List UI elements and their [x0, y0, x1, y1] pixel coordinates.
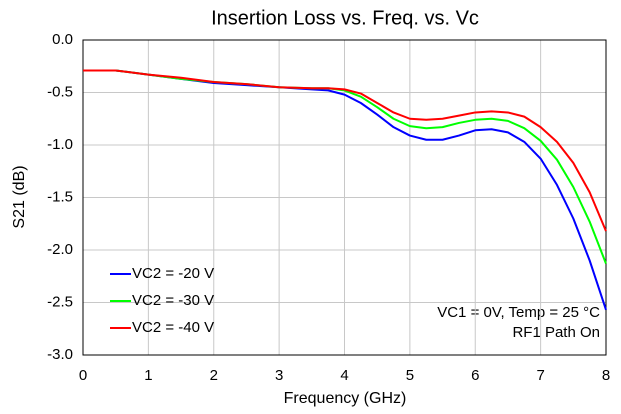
annotation: RF1 Path On — [512, 324, 600, 341]
y-tick-label: -2.0 — [47, 241, 73, 258]
y-tick-label: -3.0 — [47, 346, 73, 363]
legend-label: VC2 = -40 V — [132, 319, 214, 336]
x-tick-label: 5 — [406, 367, 414, 384]
x-tick-label: 3 — [275, 367, 283, 384]
y-tick-label: 0.0 — [52, 31, 73, 48]
x-tick-label: 7 — [536, 367, 544, 384]
x-tick-label: 4 — [340, 367, 348, 384]
y-tick-label: -1.0 — [47, 136, 73, 153]
x-tick-label: 8 — [602, 367, 610, 384]
y-tick-label: -2.5 — [47, 293, 73, 310]
x-tick-label: 0 — [79, 367, 87, 384]
x-axis-label: Frequency (GHz) — [284, 390, 407, 407]
series-line — [83, 69, 607, 311]
chart-title: Insertion Loss vs. Freq. vs. Vc — [211, 7, 479, 29]
y-tick-label: -0.5 — [47, 83, 73, 100]
annotation: VC1 = 0V, Temp = 25 °C — [437, 304, 600, 321]
y-tick-label: -1.5 — [47, 188, 73, 205]
series-line — [83, 69, 607, 232]
x-tick-label: 2 — [210, 367, 218, 384]
x-tick-label: 1 — [144, 367, 152, 384]
y-axis-label: S21 (dB) — [11, 165, 28, 228]
plot-frame — [82, 39, 607, 356]
legend-label: VC2 = -20 V — [132, 265, 214, 282]
legend-label: VC2 = -30 V — [132, 292, 214, 309]
x-tick-label: 6 — [471, 367, 479, 384]
